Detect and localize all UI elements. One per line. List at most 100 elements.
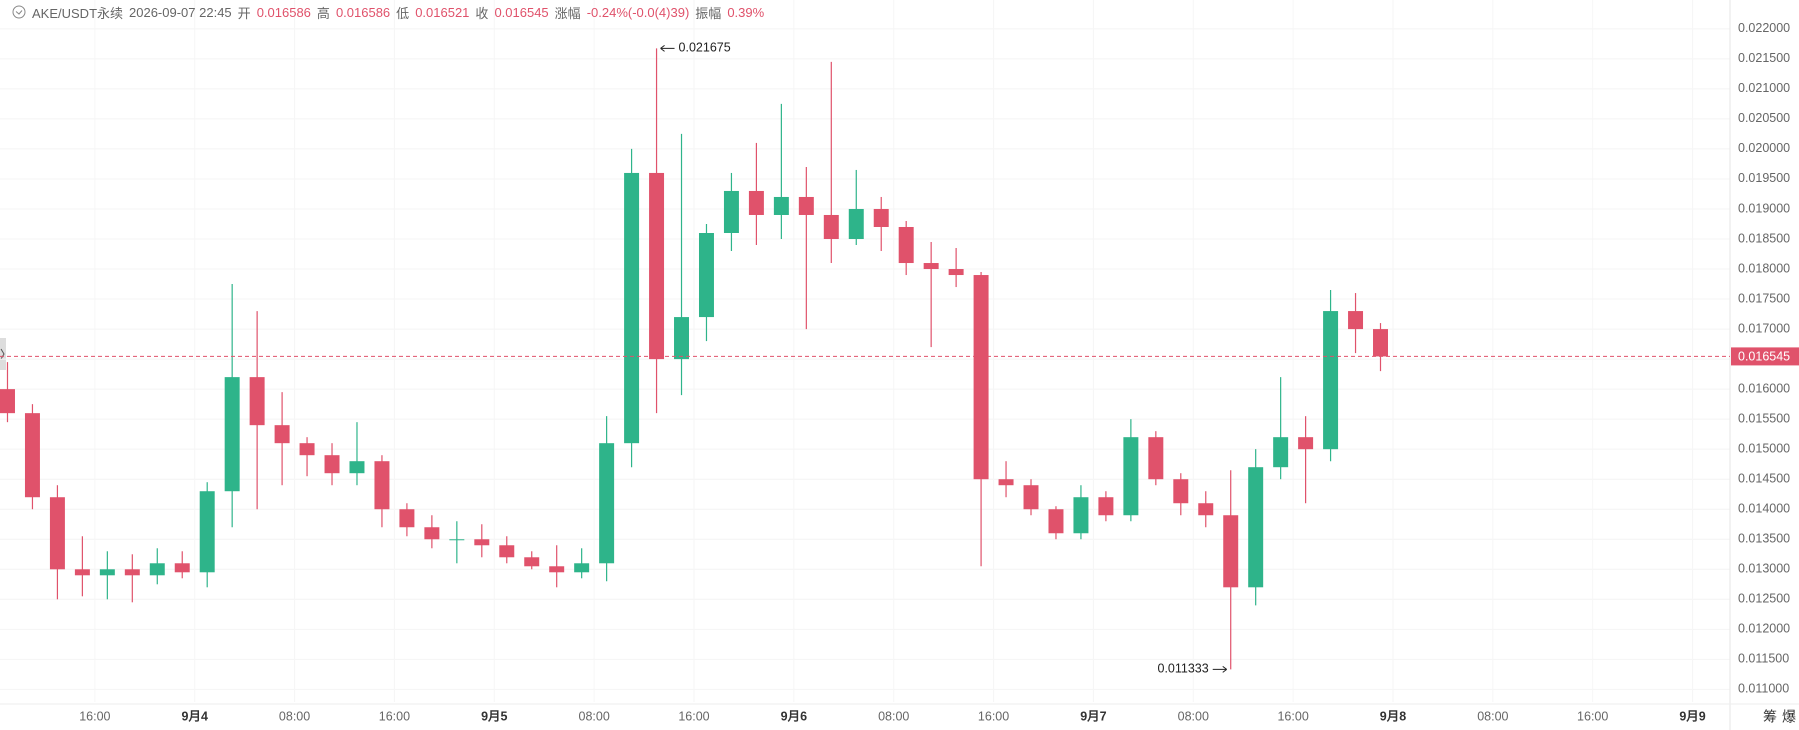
candle-body bbox=[798, 196, 814, 215]
candle-body bbox=[723, 190, 739, 233]
candle-body bbox=[374, 461, 390, 510]
candle-body bbox=[624, 172, 640, 444]
x-tick-label: 9月5 bbox=[481, 709, 507, 723]
y-tick-label: 0.017000 bbox=[1738, 321, 1790, 335]
time: 2026-09-07 22:45 bbox=[129, 4, 232, 20]
y-tick-label: 0.017500 bbox=[1738, 291, 1790, 305]
candle-body bbox=[1048, 509, 1064, 534]
candle-body bbox=[848, 208, 864, 240]
annotation-label: 0.021675 bbox=[679, 41, 731, 55]
candle-body bbox=[474, 539, 490, 546]
candle-body bbox=[873, 208, 889, 227]
last-price-box bbox=[1731, 347, 1799, 366]
y-tick-label: 0.018500 bbox=[1738, 231, 1790, 245]
candle-body bbox=[124, 569, 140, 576]
field-value: 0.39% bbox=[727, 4, 765, 20]
candle-body bbox=[1198, 503, 1214, 516]
candle-body bbox=[449, 539, 465, 541]
y-tick-label: 0.015500 bbox=[1738, 411, 1790, 425]
candle-body bbox=[599, 443, 615, 564]
candle-body bbox=[99, 569, 115, 576]
x-tick-label: 16:00 bbox=[1277, 709, 1308, 723]
candle-body bbox=[674, 317, 690, 360]
y-tick-label: 0.020500 bbox=[1738, 111, 1790, 125]
symbol: AKE/USDT永续 bbox=[32, 5, 124, 21]
candle-body bbox=[1323, 311, 1339, 450]
x-tick-label: 16:00 bbox=[379, 709, 410, 723]
candle-body bbox=[199, 491, 215, 573]
field-value: 0.016586 bbox=[335, 4, 391, 20]
candle-body bbox=[1273, 437, 1289, 468]
y-tick-label: 0.015000 bbox=[1738, 441, 1790, 455]
candle-body bbox=[324, 455, 340, 474]
candle-body bbox=[49, 497, 65, 570]
y-tick-label: 0.020000 bbox=[1738, 141, 1790, 155]
candle-body bbox=[1098, 497, 1114, 516]
candle-body bbox=[499, 545, 515, 558]
x-tick-label: 16:00 bbox=[79, 709, 110, 723]
field-label: 涨幅 bbox=[554, 5, 581, 21]
header-icon[interactable] bbox=[12, 5, 26, 19]
y-tick-label: 0.019000 bbox=[1738, 201, 1790, 215]
field-label: 低 bbox=[396, 5, 410, 21]
field-label: 高 bbox=[316, 5, 330, 21]
candle-body bbox=[823, 214, 839, 240]
x-tick-label: 16:00 bbox=[1577, 709, 1608, 723]
side-tab[interactable] bbox=[0, 338, 6, 370]
annotation-arrow bbox=[1212, 665, 1228, 673]
toolbar-item[interactable]: 筹 bbox=[1763, 709, 1777, 725]
candle-body bbox=[1223, 515, 1239, 588]
candle-body bbox=[1298, 437, 1314, 450]
y-tick-label: 0.012000 bbox=[1738, 622, 1790, 636]
x-tick-label: 9月6 bbox=[781, 709, 807, 723]
x-tick-label: 16:00 bbox=[978, 709, 1009, 723]
x-tick-label: 08:00 bbox=[1178, 709, 1209, 723]
candle-body bbox=[174, 563, 190, 573]
side-tab-arrow bbox=[0, 348, 5, 360]
candle-body bbox=[1348, 311, 1364, 330]
y-tick-label: 0.011500 bbox=[1738, 652, 1789, 666]
candle-body bbox=[923, 263, 939, 270]
field-value: 0.016545 bbox=[494, 4, 549, 20]
candle-body bbox=[1148, 437, 1164, 480]
annotation-label: 0.011333 bbox=[1158, 662, 1209, 676]
y-tick-label: 0.018000 bbox=[1738, 261, 1790, 275]
candle-body bbox=[773, 196, 789, 215]
field-label: 振幅 bbox=[695, 5, 722, 21]
candle-body bbox=[399, 509, 415, 528]
last-price-label: 0.016545 bbox=[1738, 350, 1790, 364]
candle-body bbox=[948, 269, 964, 276]
field-label: 收 bbox=[475, 5, 489, 21]
header: AKE/USDT永续 2026-09-07 22:45 开 0.016586 高 0… bbox=[12, 2, 764, 22]
field-label: 开 bbox=[237, 5, 251, 21]
candle-body bbox=[149, 563, 165, 576]
candle-body bbox=[1023, 485, 1039, 510]
candle-body bbox=[1123, 437, 1139, 516]
candle-body bbox=[748, 190, 764, 215]
candle-body bbox=[1373, 329, 1388, 357]
candle-body bbox=[574, 563, 590, 573]
candle-body bbox=[973, 275, 989, 480]
field-value: 0.016521 bbox=[415, 4, 470, 20]
y-tick-label: 0.013000 bbox=[1738, 562, 1790, 576]
candle-body bbox=[0, 389, 15, 414]
x-tick-label: 9月9 bbox=[1679, 709, 1705, 723]
y-tick-label: 0.012500 bbox=[1738, 592, 1790, 606]
x-tick-label: 9月8 bbox=[1380, 709, 1406, 723]
y-tick-label: 0.021500 bbox=[1738, 51, 1790, 65]
y-tick-label: 0.013500 bbox=[1738, 532, 1790, 546]
y-tick-label: 0.019500 bbox=[1738, 171, 1790, 185]
y-tick-label: 0.011000 bbox=[1738, 682, 1789, 696]
y-tick-label: 0.022000 bbox=[1738, 21, 1790, 35]
toolbar-item[interactable]: 爆 bbox=[1782, 709, 1796, 725]
candle-body bbox=[898, 226, 914, 264]
candle-body bbox=[249, 377, 265, 426]
candle-body bbox=[424, 527, 440, 540]
candle-body bbox=[74, 569, 90, 576]
candle-body bbox=[1248, 467, 1264, 588]
candle-body bbox=[649, 172, 665, 360]
y-tick-label: 0.014000 bbox=[1738, 502, 1790, 516]
candle-body bbox=[549, 566, 565, 573]
